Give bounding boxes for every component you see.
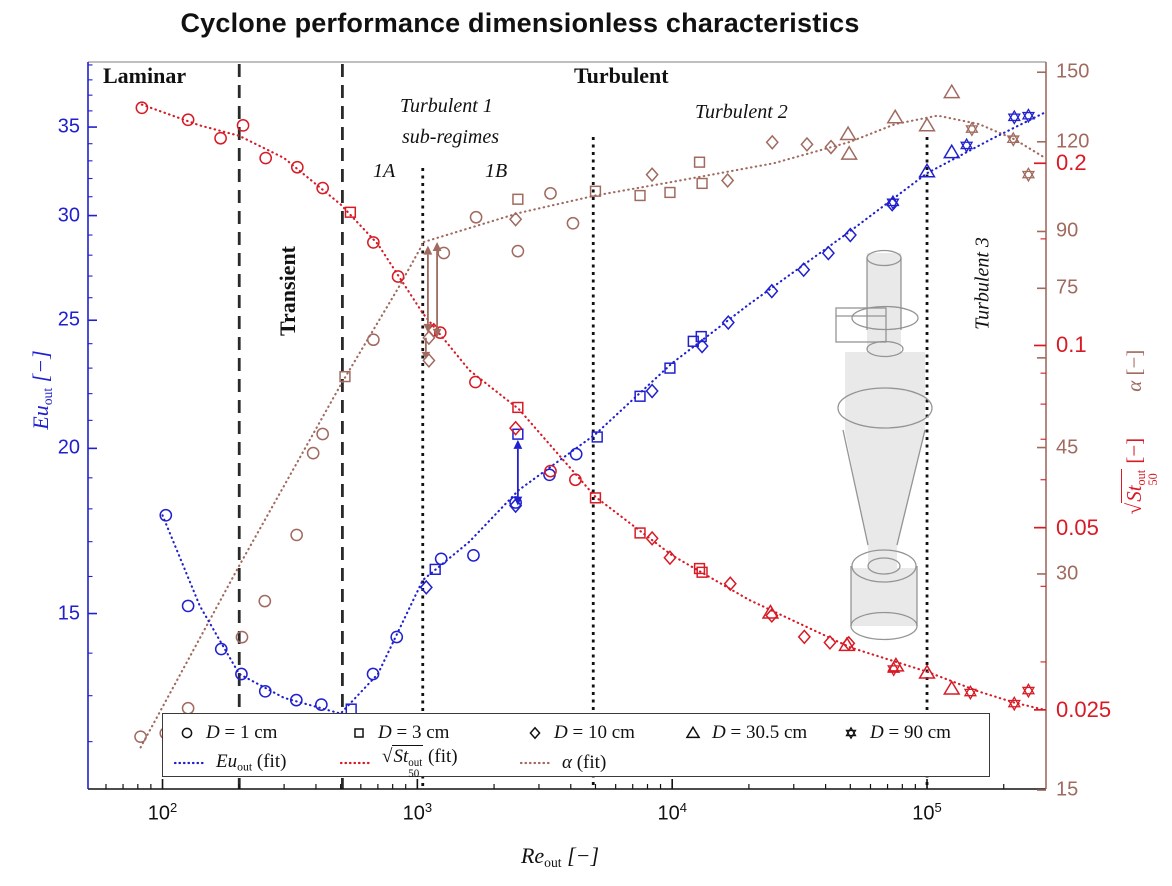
alpha-fit-line-lower [139,240,425,749]
legend-item-diamond: D = 10 cm [525,718,635,748]
alpha-tick-label-30: 30 [1056,562,1079,585]
diamond-icon [529,726,541,740]
right-axis-label: √St out 50 [−]α [−] [1121,349,1161,515]
region-label-turbulent2: Turbulent 2 [695,101,788,123]
triangle-icon [685,725,701,739]
cyclone-schematic-drawing [835,249,933,641]
alpha-tick-label-120: 120 [1056,130,1090,153]
st-tick-label-0.025: 0.025 [1056,696,1112,722]
series-alpha-markers-D-1cm [134,187,580,744]
series-eu-markers-D-90cm [886,108,1036,210]
region-label-turbulent: Turbulent [574,63,669,88]
left-tick-label-25: 25 [57,308,80,331]
region-label-1b: 1B [485,160,508,182]
x-tick-label-10e4: 104 [657,800,687,825]
series-eu-markers-D-1cm [159,447,583,711]
series-alpha-markers-D-3cm [339,156,708,383]
alpha-tick-label-150: 150 [1056,60,1090,83]
dotted-line-sample-icon [339,761,373,765]
x-tick-label-10e3: 103 [402,800,433,825]
left-axis-label: Euout [−] [27,350,56,430]
legend-item-hexagram: D = 90 cm [841,718,951,748]
series-eu-markers-D-3cm [345,330,707,715]
annotation-arrows [421,242,523,506]
st50-fit-line [140,103,1046,711]
legend: D = 1 cm D = 3 cm D = 10 cm D = 30.5 cm D = … [162,713,990,779]
dotted-line-sample-icon [173,761,207,765]
region-label-transient: Transient [275,245,300,337]
x-axis-label: Reout [−] [520,843,600,871]
square-icon [354,728,364,738]
st-tick-label-0.05: 0.05 [1056,514,1099,540]
alpha-fit-line-upper [422,114,1046,244]
region-label-laminar: Laminar [103,63,187,88]
alpha-tick-label-90: 90 [1056,219,1079,242]
alpha-tick-label-75: 75 [1056,276,1079,299]
legend-item-alpha-fit: α (fit) [519,748,606,778]
chart-title: Cyclone performance dimensionless charac… [180,8,860,38]
axes [87,61,1047,790]
hexagram-icon [845,726,857,740]
alpha-tick-label-45: 45 [1056,436,1079,459]
region-label-subregimes: sub-regimes [402,126,500,148]
series-st-markers-D-10cm [427,322,856,651]
x-tick-label-10e2: 102 [147,800,178,825]
right-axis-ticks [1034,71,1046,791]
x-tick-label-10e5: 105 [912,800,942,825]
series-eu-markers-D-10cm [419,196,899,595]
alpha-tick-label-15: 15 [1056,778,1079,801]
legend-item-circle: D = 1 cm [177,718,277,748]
legend-item-eu-fit: Euout (fit) [173,748,286,778]
left-tick-label-15: 15 [57,602,80,625]
region-label-turbulent1: Turbulent 1 [400,95,493,117]
legend-item-st-fit: √St out 50 (fit) [339,745,458,779]
left-tick-label-30: 30 [57,204,80,227]
left-tick-label-20: 20 [57,436,80,459]
circle-icon [181,727,193,739]
series-alpha-markers-D-30.5cm [839,83,961,160]
regime-boundary-lines [237,64,929,789]
series-alpha-markers-D-10cm [422,134,838,369]
series-st-markers-D-90cm [887,661,1036,712]
st-tick-label-0.2: 0.2 [1056,150,1087,176]
series-st-markers-D-1cm [135,101,582,487]
legend-item-triangle: D = 30.5 cm [683,718,807,748]
series-st-markers-D-3cm [344,206,708,578]
series-alpha-markers-D-90cm [965,121,1036,183]
x-axis-ticks [105,779,1005,789]
series-eu-markers-D-30.5cm [918,143,961,178]
region-label-1a: 1A [373,160,396,182]
dotted-line-sample-icon [519,761,553,765]
left-tick-label-35: 35 [57,115,80,138]
left-axis-ticks [88,64,97,743]
st-tick-label-0.1: 0.1 [1056,332,1087,358]
region-label-turbulent3: Turbulent 3 [971,237,994,330]
legend-item-square: D = 3 cm [349,718,449,748]
